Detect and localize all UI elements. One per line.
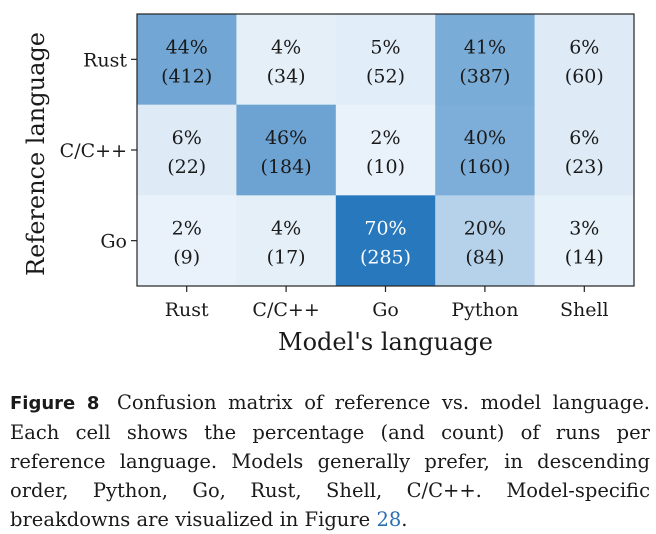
x-tick-label: Python: [451, 299, 518, 321]
cell-count-label: (10): [366, 156, 405, 178]
figure-reference-link[interactable]: 28: [376, 508, 402, 531]
cell-percentage-label: 6%: [569, 36, 599, 58]
heatmap-cell: [435, 195, 536, 287]
cell-percentage-label: 46%: [265, 127, 307, 149]
y-axis-title: Reference language: [22, 32, 50, 276]
cell-percentage-label: 3%: [569, 218, 599, 240]
y-tick-label: Rust: [83, 49, 127, 71]
x-tick-label: Rust: [165, 299, 209, 321]
x-tick-label: Go: [372, 299, 399, 321]
heatmap-cell: [534, 104, 635, 196]
heatmap-cell: [534, 195, 635, 287]
heatmap-cell: [137, 195, 237, 287]
cell-percentage-label: 6%: [172, 127, 202, 149]
cell-percentage-label: 40%: [464, 127, 506, 149]
y-tick-label: C/C++: [60, 140, 127, 162]
heatmap-cell: [335, 14, 436, 106]
caption-text-end: .: [401, 508, 408, 531]
cell-percentage-label: 4%: [271, 36, 301, 58]
confusion-matrix-chart: 44% (412) 4% (34) 5% (52) 41% (387) 6% (60) 6% (22)…: [22, 13, 635, 356]
cell-count-label: (22): [167, 156, 206, 178]
heatmap-cell: [236, 104, 337, 196]
cell-count-label: (14): [565, 247, 604, 269]
cell-percentage-label: 44%: [166, 36, 208, 58]
heatmap-cell: [137, 104, 237, 196]
cell-percentage-label: 20%: [464, 218, 506, 240]
cell-percentage-label: 2%: [172, 218, 202, 240]
cell-count-label: (285): [360, 247, 411, 269]
heatmap-cell: [335, 104, 436, 196]
cell-count-label: (34): [267, 65, 306, 87]
heatmap-cell: [236, 14, 337, 106]
x-axis-title: Model's language: [278, 328, 493, 356]
cell-percentage-label: 41%: [464, 36, 506, 58]
cell-count-label: (412): [161, 65, 212, 87]
cell-count-label: (184): [261, 156, 312, 178]
cell-count-label: (23): [565, 156, 604, 178]
heatmap-cell: [335, 195, 436, 287]
caption-label: Figure 8: [10, 393, 100, 414]
cell-percentage-label: 70%: [364, 218, 406, 240]
cell-count-label: (84): [465, 247, 504, 269]
cell-percentage-label: 4%: [271, 218, 301, 240]
y-tick-label: Go: [100, 231, 127, 253]
cell-count-label: (17): [267, 247, 306, 269]
caption-text: Confusion matrix of reference vs. model …: [10, 391, 650, 531]
cell-count-label: (160): [459, 156, 510, 178]
cell-percentage-label: 6%: [569, 127, 599, 149]
cell-count-label: (387): [459, 65, 510, 87]
cell-percentage-label: 2%: [370, 127, 400, 149]
cell-count-label: (9): [173, 247, 200, 269]
heatmap-cell: [435, 104, 536, 196]
confusion-matrix-figure: 44% (412) 4% (34) 5% (52) 41% (387) 6% (60) 6% (22)…: [22, 13, 635, 356]
x-tick-label: C/C++: [252, 299, 319, 321]
cell-count-label: (52): [366, 65, 405, 87]
heatmap-cell: [236, 195, 337, 287]
heatmap-cell: [435, 14, 536, 106]
cell-percentage-label: 5%: [370, 36, 400, 58]
x-tick-label: Shell: [560, 299, 609, 321]
figure-caption: Figure 8 Confusion matrix of reference v…: [10, 388, 650, 534]
heatmap-cell: [137, 14, 237, 106]
heatmap-cell: [534, 14, 635, 106]
cell-count-label: (60): [565, 65, 604, 87]
